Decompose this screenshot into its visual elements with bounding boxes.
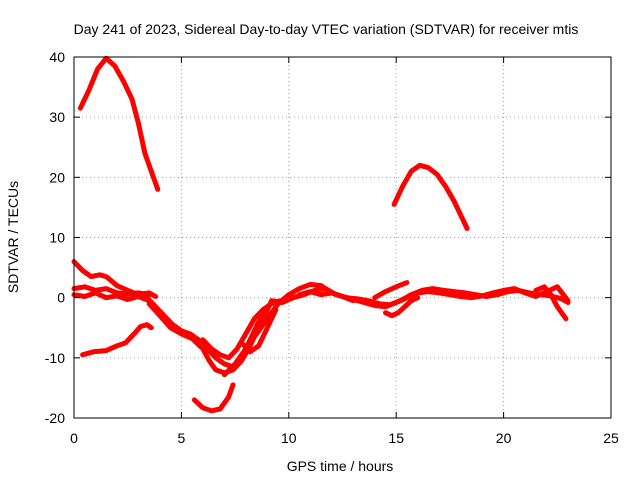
x-tick-label-2: 10	[281, 430, 297, 446]
series-arc-12	[191, 382, 236, 414]
y-tick-label-4: 20	[49, 169, 65, 185]
x-tick-label-1: 5	[178, 430, 186, 446]
x-axis-title: GPS time / hours	[287, 458, 394, 474]
y-axis-title: SDTVAR / TECUs	[5, 181, 21, 293]
series-arc-18	[533, 284, 569, 322]
x-tick-label-5: 25	[603, 430, 619, 446]
x-tick-label-4: 20	[496, 430, 512, 446]
data-series	[71, 55, 571, 414]
series-arc-15	[297, 289, 356, 304]
chart-title: Day 241 of 2023, Sidereal Day-to-day VTE…	[74, 21, 579, 37]
x-tick-label-0: 0	[70, 430, 78, 446]
axis-ticks: 0 5 10 15 20 25 -20 -10 0 10 20 30 40	[45, 49, 619, 446]
y-tick-label-3: 10	[49, 230, 65, 246]
y-tick-label-1: -10	[45, 350, 65, 366]
series-arc-14	[275, 281, 571, 310]
y-tick-label-5: 30	[49, 109, 65, 125]
series-arc-16	[383, 295, 421, 319]
series-arc-17	[372, 280, 410, 301]
series-arc-5	[71, 290, 152, 304]
y-tick-label-0: -20	[45, 410, 65, 426]
series-arc-6	[80, 322, 154, 358]
series-arc-10	[221, 301, 281, 378]
x-tick-label-3: 15	[388, 430, 404, 446]
grid-lines	[74, 57, 611, 418]
series-arc-11	[239, 307, 279, 355]
series-arc-1	[77, 55, 161, 192]
series-arc-2	[391, 162, 470, 231]
y-tick-label-2: 0	[57, 290, 65, 306]
y-tick-label-6: 40	[49, 49, 65, 65]
